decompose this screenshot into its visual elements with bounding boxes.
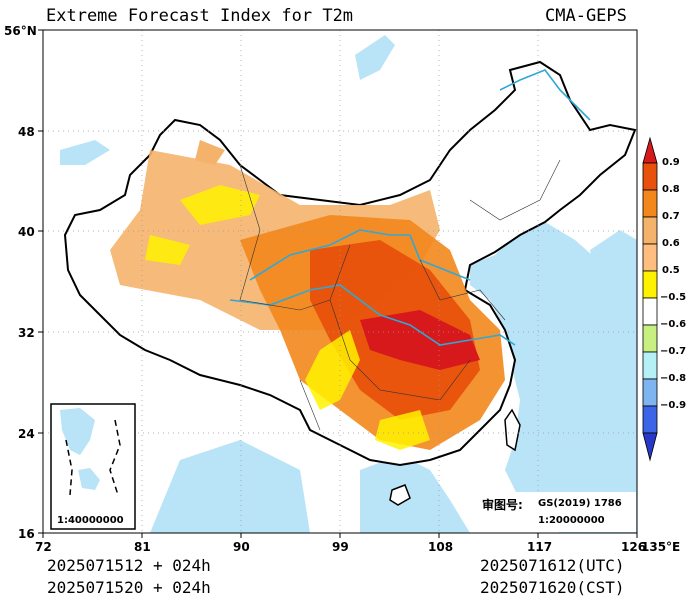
model-source: CMA-GEPS (545, 6, 627, 26)
colorbar-label-0.6: 0.6 (662, 238, 680, 249)
colorbar-label-0.7: 0.7 (662, 211, 680, 222)
approval-box (478, 492, 636, 532)
x-tick-108: 108 (428, 540, 454, 554)
colorbar-label-0.8: 0.8 (662, 184, 680, 195)
y-tick-40: 40 (18, 225, 35, 239)
x-tick-90: 90 (233, 540, 250, 554)
colorbar-label-neg0.8: −0.8 (660, 373, 687, 384)
grid-lines (43, 30, 637, 533)
approval-code: GS(2019) 1786 (538, 498, 622, 509)
colorbar-label-0.5: 0.5 (662, 265, 680, 276)
x-tick-72: 72 (35, 540, 52, 554)
x-tick-126: 126 (621, 540, 647, 554)
axis-ticks (38, 29, 638, 538)
colorbar-label-neg0.9: −0.9 (660, 400, 687, 411)
colorbar-label-neg0.7: −0.7 (660, 346, 687, 357)
y-tick-48: 48 (18, 125, 35, 139)
rivers (229, 69, 591, 346)
valid-time-utc: 2025071612(UTC) (480, 556, 625, 575)
colorbar (642, 136, 658, 462)
inset-scale: 1:40000000 (57, 515, 124, 526)
x-tick-117: 117 (527, 540, 553, 554)
inset-map (50, 403, 136, 530)
approval-label: 审图号: (482, 498, 523, 512)
map-title: Extreme Forecast Index for T2m (46, 6, 354, 26)
hainan-island (389, 484, 411, 506)
colorbar-label-neg0.5: −0.5 (660, 292, 687, 303)
sea-areas (60, 35, 637, 533)
province-borders (239, 159, 561, 431)
x-tick-135: 135°E (641, 540, 681, 554)
x-tick-99: 99 (332, 540, 349, 554)
init-time-utc: 2025071512 + 024h (47, 556, 211, 575)
taiwan-island (504, 408, 521, 452)
colorbar-label-0.9: 0.9 (662, 157, 680, 168)
y-tick-56: 56°N (4, 24, 37, 38)
approval-scale: 1:20000000 (538, 515, 605, 526)
init-time-cst: 2025071520 + 024h (47, 578, 211, 597)
y-tick-24: 24 (18, 427, 35, 441)
efi-shading (110, 140, 505, 450)
y-tick-32: 32 (18, 326, 35, 340)
valid-time-cst: 2025071620(CST) (480, 578, 625, 597)
y-tick-16: 16 (18, 527, 35, 541)
x-tick-81: 81 (134, 540, 151, 554)
colorbar-label-neg0.6: −0.6 (660, 319, 687, 330)
